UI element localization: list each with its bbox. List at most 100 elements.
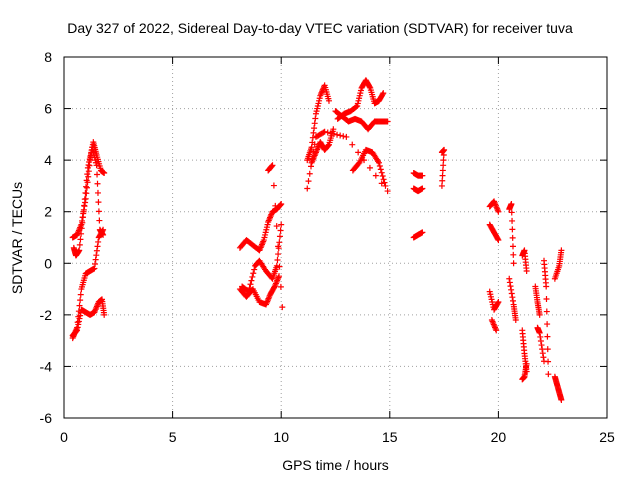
- data-point: [93, 247, 100, 254]
- data-track: [69, 226, 107, 342]
- data-point: [77, 236, 84, 243]
- data-point: [306, 170, 313, 177]
- data-point: [372, 172, 379, 179]
- x-tick-label: 15: [382, 429, 398, 445]
- data-track: [486, 288, 502, 313]
- data-point: [543, 296, 550, 303]
- data-point: [274, 256, 281, 263]
- data-point: [74, 324, 81, 331]
- data-point: [536, 311, 543, 318]
- data-point: [325, 142, 332, 149]
- data-point: [379, 172, 386, 179]
- y-tick-label: 2: [44, 204, 52, 220]
- data-point: [540, 354, 547, 361]
- data-point: [378, 180, 385, 187]
- data-point: [277, 227, 284, 234]
- data-point: [85, 161, 92, 168]
- data-point: [545, 358, 552, 365]
- data-points: [69, 77, 565, 403]
- y-axis-label: SDTVAR / TECUs: [9, 181, 25, 295]
- data-point: [279, 304, 286, 311]
- data-point: [277, 283, 284, 290]
- data-point: [382, 182, 389, 189]
- data-point: [361, 157, 368, 164]
- data-track: [519, 360, 530, 383]
- data-point: [248, 277, 255, 284]
- data-point: [494, 235, 501, 242]
- data-point: [94, 189, 101, 196]
- data-point: [311, 141, 318, 148]
- data-track: [486, 198, 502, 215]
- data-point: [376, 163, 383, 170]
- data-point: [330, 126, 337, 133]
- data-point: [366, 83, 373, 90]
- data-point: [380, 176, 387, 183]
- data-point: [543, 283, 550, 290]
- data-point: [77, 312, 84, 319]
- data-point: [310, 148, 317, 155]
- data-point: [94, 171, 101, 178]
- data-point: [509, 217, 516, 224]
- data-point: [324, 129, 331, 136]
- data-point: [510, 251, 517, 258]
- data-point: [307, 163, 314, 170]
- data-point: [86, 156, 93, 163]
- data-point: [94, 243, 101, 250]
- data-point: [495, 208, 502, 215]
- data-point: [250, 270, 257, 277]
- data-point: [330, 130, 337, 137]
- x-tick-label: 5: [169, 429, 177, 445]
- data-point: [377, 166, 384, 173]
- data-point: [327, 130, 334, 137]
- data-point: [438, 182, 445, 189]
- data-point: [375, 159, 382, 166]
- data-point: [509, 297, 516, 304]
- data-point: [77, 297, 84, 304]
- data-point: [419, 229, 426, 236]
- data-point: [508, 200, 515, 207]
- data-track: [236, 200, 285, 254]
- data-point: [419, 185, 426, 192]
- data-point: [309, 134, 316, 141]
- data-point: [74, 327, 81, 334]
- data-point: [495, 237, 502, 244]
- data-point: [353, 103, 360, 110]
- data-track: [534, 324, 548, 365]
- data-point: [81, 196, 88, 203]
- data-point: [269, 162, 276, 169]
- data-point: [537, 333, 544, 340]
- data-track: [410, 185, 426, 195]
- data-point: [439, 177, 446, 184]
- data-point: [379, 91, 386, 98]
- data-point: [380, 90, 387, 97]
- data-point: [276, 273, 283, 280]
- data-point: [509, 294, 516, 301]
- data-point: [99, 227, 106, 234]
- data-point: [82, 189, 89, 196]
- data-point: [508, 290, 515, 297]
- data-track: [304, 82, 332, 164]
- data-point: [545, 371, 552, 378]
- data-track: [334, 77, 387, 122]
- data-track: [69, 139, 108, 241]
- data-point: [275, 243, 282, 250]
- y-tick-label: 8: [44, 49, 52, 65]
- data-point: [495, 298, 502, 305]
- x-axis-label: GPS time / hours: [282, 457, 389, 473]
- y-tick-label: 6: [44, 101, 52, 117]
- data-point: [494, 300, 501, 307]
- data-point: [96, 217, 103, 224]
- data-point: [79, 214, 86, 221]
- data-point: [506, 275, 513, 282]
- data-point: [76, 315, 83, 322]
- data-point: [311, 120, 318, 127]
- data-point: [378, 169, 385, 176]
- data-point: [76, 247, 83, 254]
- data-point: [512, 317, 519, 324]
- data-point: [508, 286, 515, 293]
- axis-ticks: 0 5 10 15 20 25 -6 -4 -2 0 2 4 6 8: [40, 49, 615, 445]
- data-track: [506, 200, 517, 267]
- data-point: [537, 338, 544, 345]
- data-point: [101, 311, 108, 318]
- data-point: [539, 350, 546, 357]
